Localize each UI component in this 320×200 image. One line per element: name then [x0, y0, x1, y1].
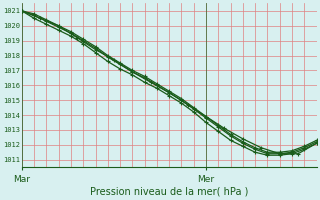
X-axis label: Pression niveau de la mer( hPa ): Pression niveau de la mer( hPa )	[90, 187, 248, 197]
